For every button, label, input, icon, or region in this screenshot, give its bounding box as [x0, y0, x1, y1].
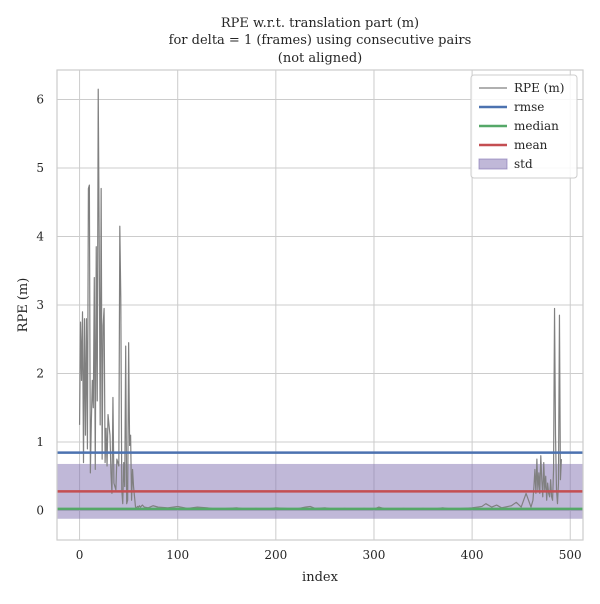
y-tick-label: 6	[36, 92, 44, 106]
legend-label-rpe-m: RPE (m)	[514, 81, 564, 95]
y-tick-label: 0	[36, 504, 44, 518]
x-tick-label: 100	[166, 548, 189, 562]
title-line-2: for delta = 1 (frames) using consecutive…	[169, 33, 472, 48]
tick-labels: 0 100 200 300 400 500 0 1 2 3 4 5 6	[36, 92, 581, 562]
chart-title: RPE w.r.t. translation part (m) for delt…	[169, 16, 472, 66]
y-tick-label: 4	[36, 229, 44, 243]
x-axis-label: index	[302, 570, 339, 585]
y-tick-label: 2	[36, 367, 44, 381]
x-tick-label: 0	[76, 548, 84, 562]
x-tick-label: 400	[461, 548, 484, 562]
legend-box	[470, 74, 578, 179]
y-axis-label: RPE (m)	[16, 278, 31, 333]
title-line-1: RPE w.r.t. translation part (m)	[221, 16, 419, 31]
legend: RPE (m) rmse median mean std	[470, 74, 578, 179]
y-tick-label: 3	[36, 298, 44, 312]
x-tick-label: 500	[559, 548, 582, 562]
plot-frame	[56, 69, 584, 541]
legend-label-rmse: rmse	[514, 100, 544, 114]
legend-label-std: std	[514, 157, 533, 171]
series-layer	[57, 88, 583, 511]
legend-label-median: median	[514, 119, 559, 133]
y-tick-label: 5	[36, 161, 44, 175]
x-tick-label: 300	[363, 548, 386, 562]
y-tick-label: 1	[36, 435, 44, 449]
title-line-3: (not aligned)	[278, 51, 362, 66]
x-tick-label: 200	[264, 548, 287, 562]
grid	[57, 70, 583, 540]
legend-swatch-std	[478, 158, 508, 170]
legend-label-mean: mean	[514, 138, 548, 152]
